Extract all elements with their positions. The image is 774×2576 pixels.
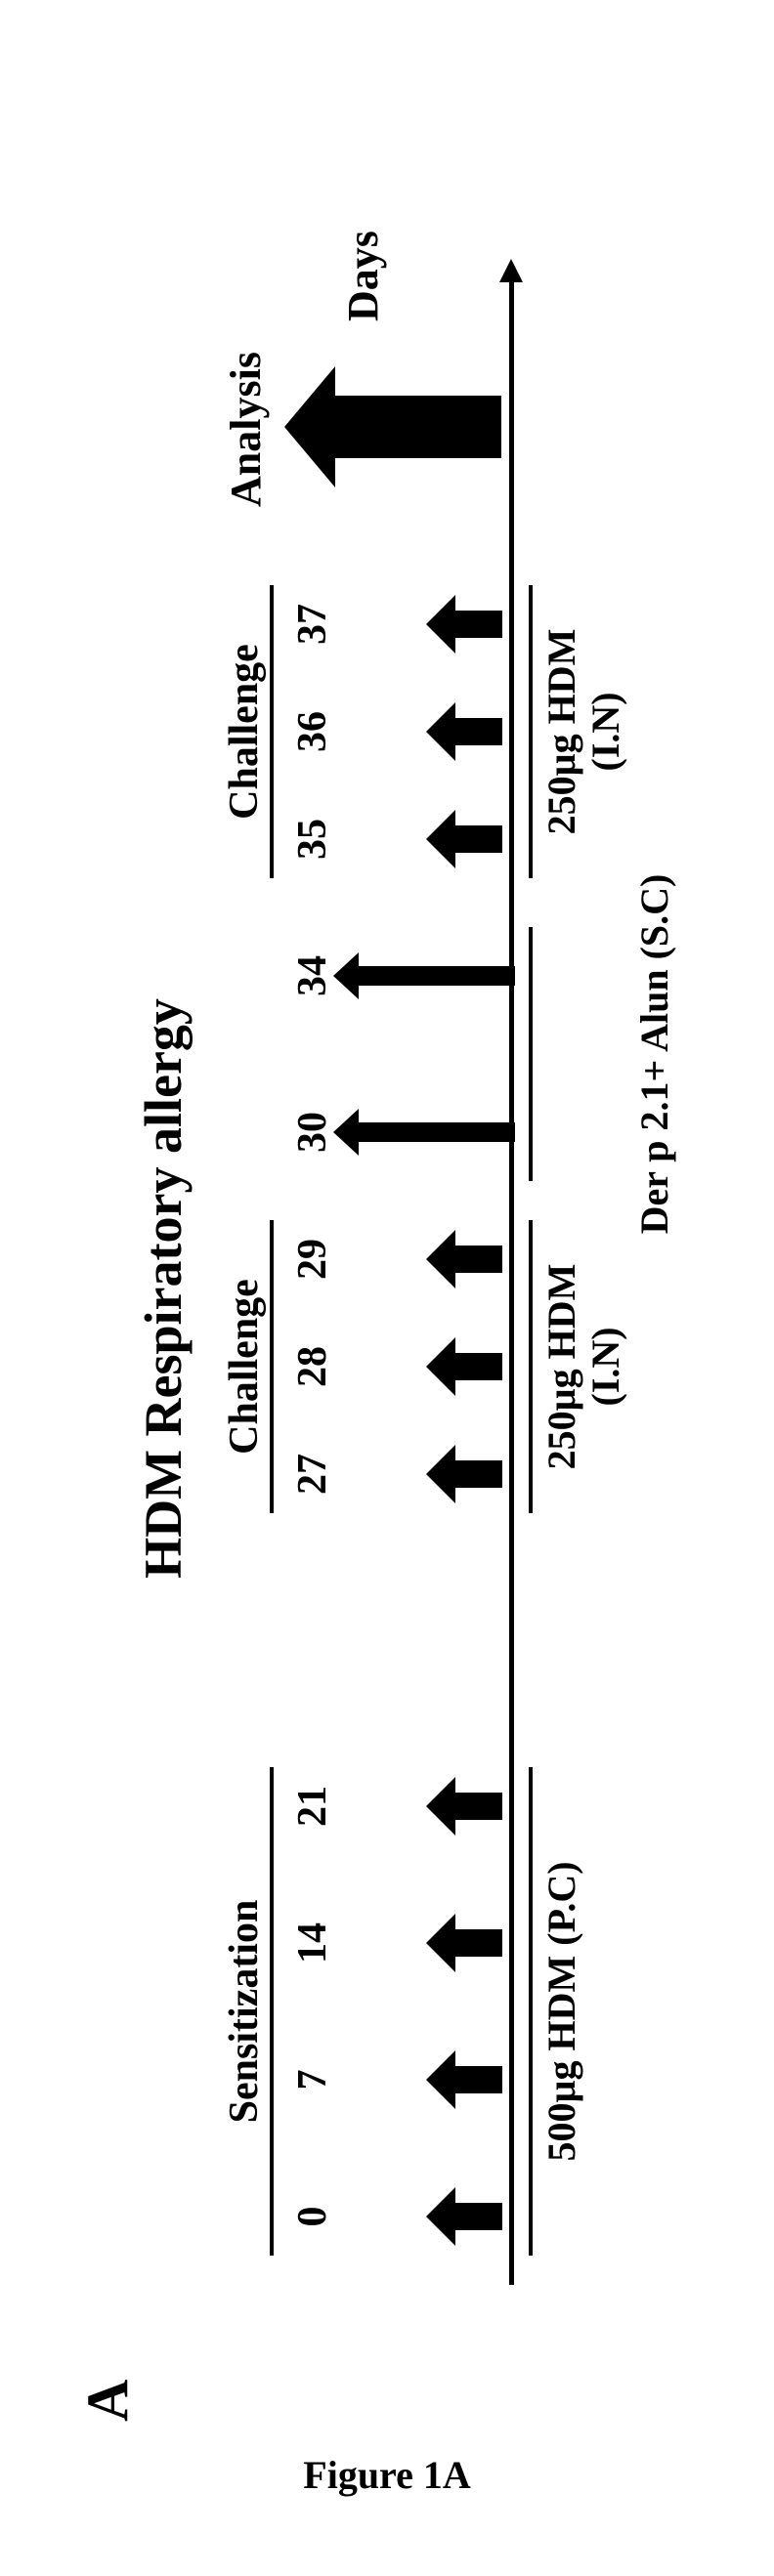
treat-sensitization-rule — [529, 1767, 533, 2256]
phase-sensitization-rule — [270, 1767, 274, 2256]
day-29: 29 — [289, 1239, 336, 1280]
day-27: 27 — [289, 1454, 336, 1495]
phase-challenge1-rule — [270, 1220, 274, 1513]
arrow-d28-icon — [426, 1337, 502, 1396]
day-37: 37 — [289, 604, 336, 645]
day-34: 34 — [289, 955, 336, 996]
treat-challenge2-rule — [529, 585, 533, 878]
main-title: HDM Respiratory allergy — [133, 116, 194, 2461]
day-7: 7 — [289, 2069, 336, 2090]
treat-challenge1-label-2: (I.N) — [582, 1220, 628, 1513]
timeline-axis — [509, 282, 514, 2285]
day-21: 21 — [289, 1786, 336, 1827]
arrow-d7-icon — [426, 2050, 502, 2109]
arrow-d30-icon — [333, 1109, 515, 1156]
arrow-d34-icon — [333, 952, 515, 999]
arrow-d14-icon — [426, 1914, 502, 1972]
timeline-axis-arrowhead-icon — [499, 259, 523, 282]
arrow-d21-icon — [426, 1777, 502, 1836]
phase-challenge2-label: Challenge — [221, 585, 268, 878]
treat-challenge2-label-2: (I.N) — [582, 585, 628, 878]
day-14: 14 — [289, 1922, 336, 1964]
treat-challenge1-rule — [529, 1220, 533, 1513]
treat-derp-rule — [529, 927, 533, 1181]
day-28: 28 — [289, 1346, 336, 1387]
day-30: 30 — [289, 1112, 336, 1153]
arrow-d35-icon — [426, 810, 502, 868]
analysis-arrow-icon — [284, 366, 501, 487]
treat-sensitization-label: 500µg HDM (P.C) — [538, 1767, 584, 2256]
arrow-d0-icon — [426, 2187, 502, 2246]
day-0: 0 — [289, 2206, 336, 2226]
timeline: Sensitization Challenge Challenge 0 7 14… — [211, 214, 602, 2363]
analysis-label: Analysis — [221, 352, 271, 507]
phase-challenge2-rule — [270, 585, 274, 878]
arrow-d36-icon — [426, 702, 502, 761]
treat-derp-label: Der p 2.1+ Alun (S.C) — [631, 849, 677, 1259]
day-35: 35 — [289, 819, 336, 860]
treat-challenge1-label-1: 250µg HDM — [538, 1220, 584, 1513]
arrow-d37-icon — [426, 595, 502, 654]
day-36: 36 — [289, 711, 336, 752]
phase-challenge1-label: Challenge — [221, 1220, 268, 1513]
rotated-canvas: A HDM Respiratory allergy Sensitization … — [45, 116, 729, 2461]
days-axis-label: Days — [338, 231, 388, 321]
phase-sensitization-label: Sensitization — [221, 1767, 268, 2256]
figure-caption: Figure 1A — [0, 2452, 774, 2498]
treat-challenge2-label-1: 250µg HDM — [538, 585, 584, 878]
arrow-d29-icon — [426, 1230, 502, 1288]
panel-letter: A — [74, 2379, 142, 2421]
arrow-d27-icon — [426, 1445, 502, 1503]
